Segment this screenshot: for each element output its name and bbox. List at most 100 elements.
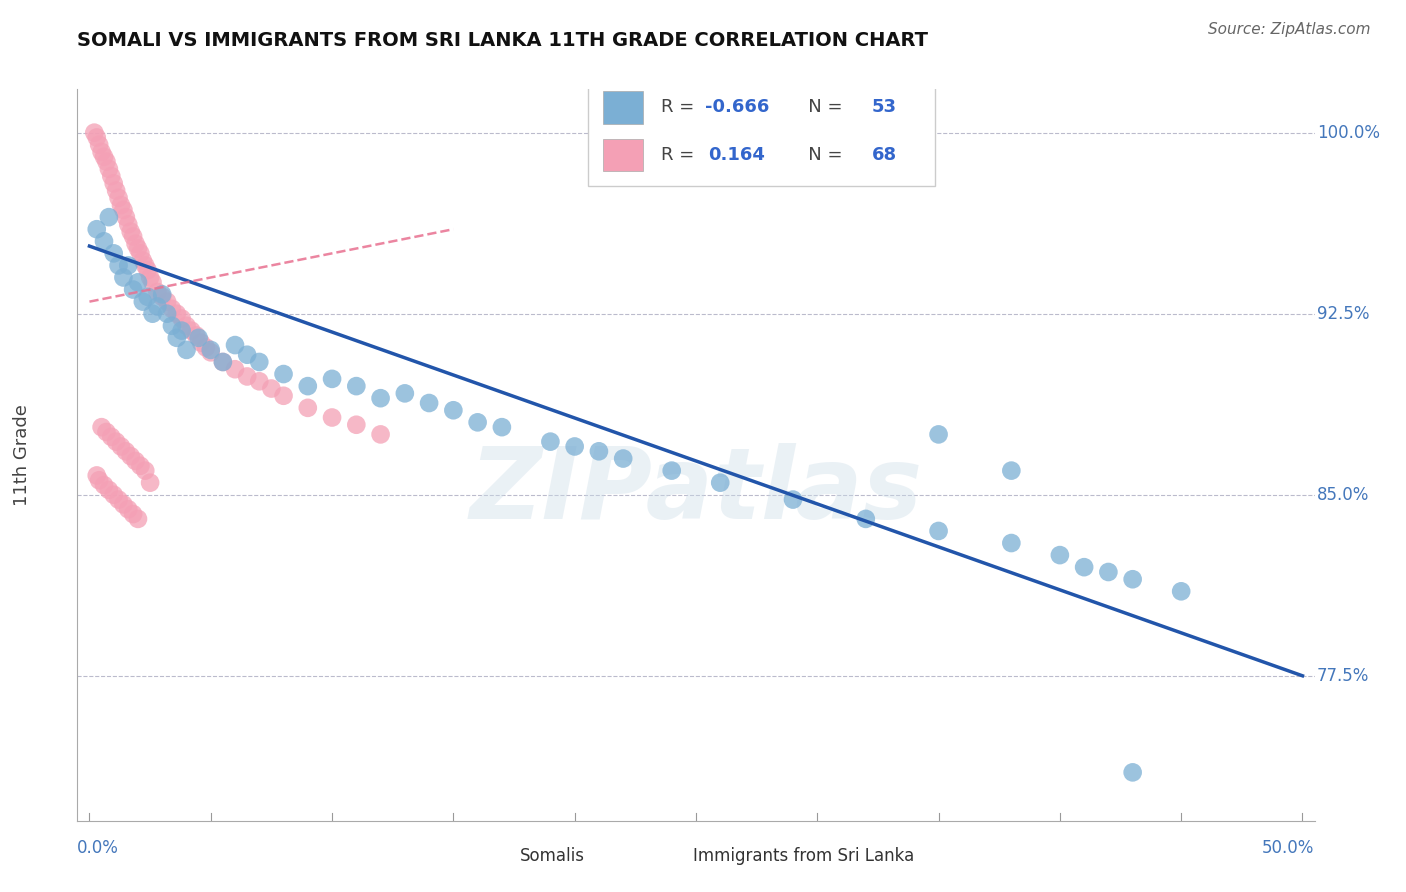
Point — [247, 374, 270, 388]
Point — [97, 483, 120, 497]
Point — [112, 497, 135, 511]
Point — [134, 464, 156, 478]
Point — [782, 492, 804, 507]
Point — [194, 341, 217, 355]
Point — [1073, 560, 1095, 574]
Text: Immigrants from Sri Lanka: Immigrants from Sri Lanka — [693, 847, 915, 865]
Text: N =: N = — [792, 146, 848, 164]
Point — [146, 300, 169, 314]
Point — [97, 161, 120, 176]
Point — [93, 150, 115, 164]
Point — [127, 242, 149, 256]
Point — [105, 184, 128, 198]
Point — [120, 225, 142, 239]
Text: 50.0%: 50.0% — [1263, 838, 1315, 857]
Point — [236, 369, 259, 384]
Point — [150, 287, 173, 301]
Point — [127, 276, 149, 290]
Point — [141, 307, 163, 321]
Point — [564, 440, 586, 454]
Point — [117, 218, 139, 232]
Point — [86, 222, 108, 236]
Point — [1000, 464, 1022, 478]
Point — [136, 263, 159, 277]
Point — [236, 348, 259, 362]
Point — [212, 355, 235, 369]
Text: Source: ZipAtlas.com: Source: ZipAtlas.com — [1208, 22, 1371, 37]
Point — [370, 391, 392, 405]
Point — [190, 335, 212, 350]
Point — [122, 507, 145, 521]
Point — [467, 415, 489, 429]
Point — [200, 345, 222, 359]
Point — [107, 492, 129, 507]
Point — [100, 169, 122, 183]
Text: -0.666: -0.666 — [704, 98, 769, 117]
Point — [120, 449, 142, 463]
Point — [156, 294, 179, 309]
Point — [107, 259, 129, 273]
Text: 0.0%: 0.0% — [77, 838, 120, 857]
Point — [90, 145, 112, 159]
FancyBboxPatch shape — [603, 91, 643, 124]
Point — [170, 324, 193, 338]
Point — [588, 444, 610, 458]
Point — [1097, 565, 1119, 579]
Point — [107, 191, 129, 205]
Point — [93, 478, 115, 492]
Text: 11th Grade: 11th Grade — [13, 404, 31, 506]
Point — [441, 403, 464, 417]
Point — [928, 524, 950, 538]
Point — [247, 355, 270, 369]
Point — [1122, 572, 1144, 586]
Point — [100, 430, 122, 444]
Point — [110, 440, 132, 454]
Point — [160, 301, 183, 316]
Point — [127, 512, 149, 526]
Point — [103, 246, 125, 260]
Point — [83, 126, 105, 140]
Point — [1049, 548, 1071, 562]
Point — [418, 396, 440, 410]
Point — [132, 294, 155, 309]
Point — [212, 355, 235, 369]
Text: 85.0%: 85.0% — [1317, 486, 1369, 504]
Point — [176, 343, 198, 357]
Point — [186, 328, 208, 343]
Text: SOMALI VS IMMIGRANTS FROM SRI LANKA 11TH GRADE CORRELATION CHART: SOMALI VS IMMIGRANTS FROM SRI LANKA 11TH… — [77, 31, 928, 50]
Point — [166, 307, 188, 321]
Point — [297, 379, 319, 393]
Point — [344, 417, 367, 432]
Point — [134, 259, 156, 273]
Point — [103, 177, 125, 191]
Point — [105, 434, 128, 449]
Point — [90, 420, 112, 434]
Text: 53: 53 — [872, 98, 897, 117]
FancyBboxPatch shape — [603, 138, 643, 171]
Point — [129, 458, 152, 473]
Point — [166, 331, 188, 345]
Point — [117, 259, 139, 273]
Point — [115, 210, 138, 224]
Point — [122, 283, 145, 297]
Point — [928, 427, 950, 442]
Point — [224, 338, 246, 352]
Point — [370, 427, 392, 442]
Point — [709, 475, 731, 490]
Point — [139, 475, 162, 490]
Point — [117, 502, 139, 516]
Point — [321, 372, 343, 386]
Point — [124, 236, 146, 251]
Point — [224, 362, 246, 376]
Text: R =: R = — [661, 98, 700, 117]
Point — [394, 386, 416, 401]
Point — [538, 434, 561, 449]
Point — [89, 137, 111, 152]
Point — [160, 318, 183, 333]
Point — [661, 464, 683, 478]
Point — [273, 389, 295, 403]
Point — [855, 512, 877, 526]
Point — [103, 488, 125, 502]
Text: 100.0%: 100.0% — [1317, 124, 1381, 142]
Point — [96, 425, 118, 439]
